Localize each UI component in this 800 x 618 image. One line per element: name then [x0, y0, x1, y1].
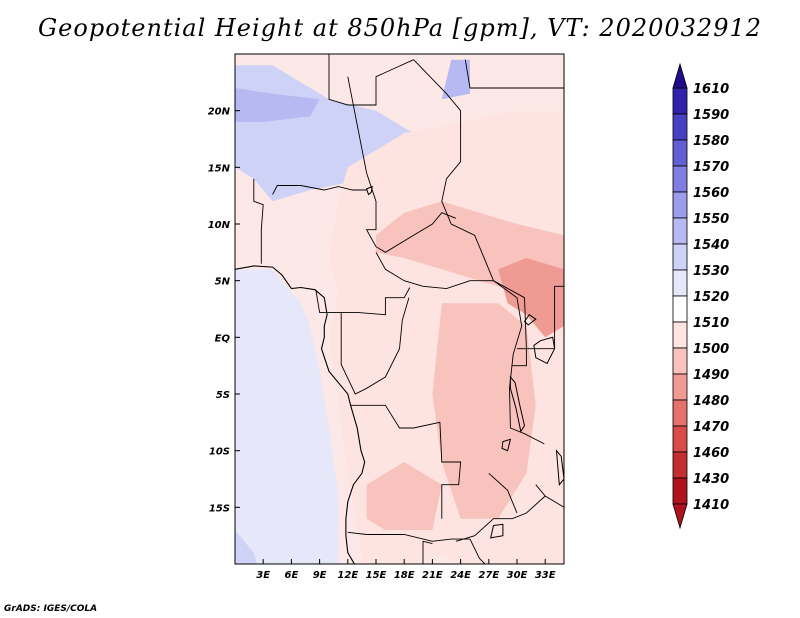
colorbar-label: 1530: [693, 264, 729, 279]
height-region-10: [498, 258, 564, 338]
country-border-1: [413, 59, 545, 445]
height-region-3: [235, 269, 339, 564]
country-border-10: [455, 495, 546, 542]
country-border-15: [512, 348, 527, 367]
coastline: [235, 265, 366, 564]
country-border-4: [347, 76, 457, 253]
y-tick-label: 10S: [209, 447, 230, 458]
x-tick-label: 9E: [313, 570, 327, 581]
x-tick-label: 18E: [394, 570, 415, 581]
colorbar-label: 1550: [693, 212, 729, 227]
colorbar-label: 1570: [693, 160, 729, 175]
country-border-7: [340, 297, 410, 395]
country-border-6: [315, 287, 411, 316]
x-tick-label: 24E: [450, 570, 471, 581]
lake-2: [501, 438, 512, 452]
x-tick-label: 3E: [256, 570, 270, 581]
grads-credit: GrADS: IGES/COLA: [4, 604, 98, 614]
country-border-13: [535, 484, 564, 508]
coastline-layer: [235, 265, 366, 564]
colorbar-label: 1540: [693, 238, 729, 253]
lake-layer: [365, 185, 564, 539]
x-tick-label: 15E: [366, 570, 387, 581]
colorbar-label: 1560: [693, 186, 729, 201]
colorbar-swatch-5: [672, 217, 688, 245]
height-region-8: [432, 303, 536, 519]
colorbar-swatch-2: [672, 139, 688, 167]
country-border-9: [347, 531, 470, 542]
colorbar-swatch-8: [672, 295, 688, 323]
country-border-17: [464, 59, 564, 89]
colorbar-label: 1500: [693, 342, 729, 357]
height-region-4: [235, 530, 257, 564]
colorbar: 1610 1590 1580 1570 1560 1550 1540 1530 1520 1510…: [672, 62, 729, 530]
height-region-9: [366, 462, 442, 530]
x-tick-label: 12E: [337, 570, 358, 581]
colorbar-label: 1480: [693, 394, 729, 409]
colorbar-label: 1590: [693, 108, 729, 123]
height-field-layer: [235, 59, 564, 564]
lake-6: [365, 185, 373, 196]
map-frame: [234, 53, 565, 565]
x-tick-label: 21E: [422, 570, 443, 581]
country-border-2: [253, 178, 264, 264]
colorbar-label: 1610: [693, 82, 729, 97]
country-border-12: [469, 538, 486, 564]
colorbar-swatch-0: [672, 87, 688, 115]
height-region-1: [441, 59, 470, 100]
country-border-5: [375, 252, 527, 349]
height-region-2: [235, 88, 320, 122]
y-tick-label: 20N: [208, 107, 231, 118]
colorbar-swatch-6: [672, 243, 688, 271]
chart-title: Geopotential Height at 850hPa [gpm], VT:…: [38, 14, 762, 42]
colorbar-label: 1490: [693, 368, 729, 383]
lake-1: [509, 375, 526, 433]
y-tick-label: EQ: [215, 333, 231, 344]
colorbar-swatch-13: [672, 425, 688, 453]
colorbar-label: 1460: [693, 446, 729, 461]
y-tick-label: 15S: [209, 503, 230, 514]
country-border-3: [272, 185, 367, 195]
y-tick-label: 5S: [216, 390, 230, 401]
lake-0: [533, 336, 556, 365]
colorbar-swatch-10: [672, 347, 688, 375]
colorbar-label: 1470: [693, 420, 729, 435]
colorbar-swatch-4: [672, 191, 688, 219]
country-border-16: [488, 472, 518, 514]
y-tick-label: 10N: [208, 220, 231, 231]
lake-3: [490, 523, 504, 539]
colorbar-label: 1580: [693, 134, 729, 149]
country-border-layer: [253, 54, 564, 564]
colorbar-swatch-3: [672, 165, 688, 193]
x-axis: 3E 6E 9E 12E 15E 18E 21E 24E 27E 30E 33E: [256, 559, 556, 581]
colorbar-label: 1410: [693, 498, 729, 513]
colorbar-top-arrow: [672, 62, 688, 89]
x-tick-label: 27E: [478, 570, 499, 581]
colorbar-label: 1520: [693, 290, 729, 305]
colorbar-swatch-12: [672, 399, 688, 427]
x-tick-label: 30E: [507, 570, 528, 581]
lake-4: [523, 314, 537, 326]
colorbar-swatch-14: [672, 451, 688, 479]
country-border-0: [328, 54, 414, 106]
y-tick-label: 5N: [215, 277, 231, 288]
colorbar-swatch-15: [672, 477, 688, 505]
country-border-8: [350, 404, 462, 519]
y-tick-label: 15N: [208, 163, 231, 174]
colorbar-label: 1430: [693, 472, 729, 487]
colorbar-swatch-9: [672, 321, 688, 349]
colorbar-label: 1510: [693, 316, 729, 331]
colorbar-swatch-11: [672, 373, 688, 401]
x-tick-label: 33E: [535, 570, 556, 581]
x-tick-label: 6E: [285, 570, 299, 581]
colorbar-swatch-1: [672, 113, 688, 141]
y-axis: 20N 15N 10N 5N EQ 5S 10S 15S: [208, 107, 240, 514]
colorbar-swatch-7: [672, 269, 688, 297]
lake-5: [555, 449, 564, 486]
country-border-11: [422, 540, 433, 564]
colorbar-bottom-arrow: [672, 503, 688, 530]
